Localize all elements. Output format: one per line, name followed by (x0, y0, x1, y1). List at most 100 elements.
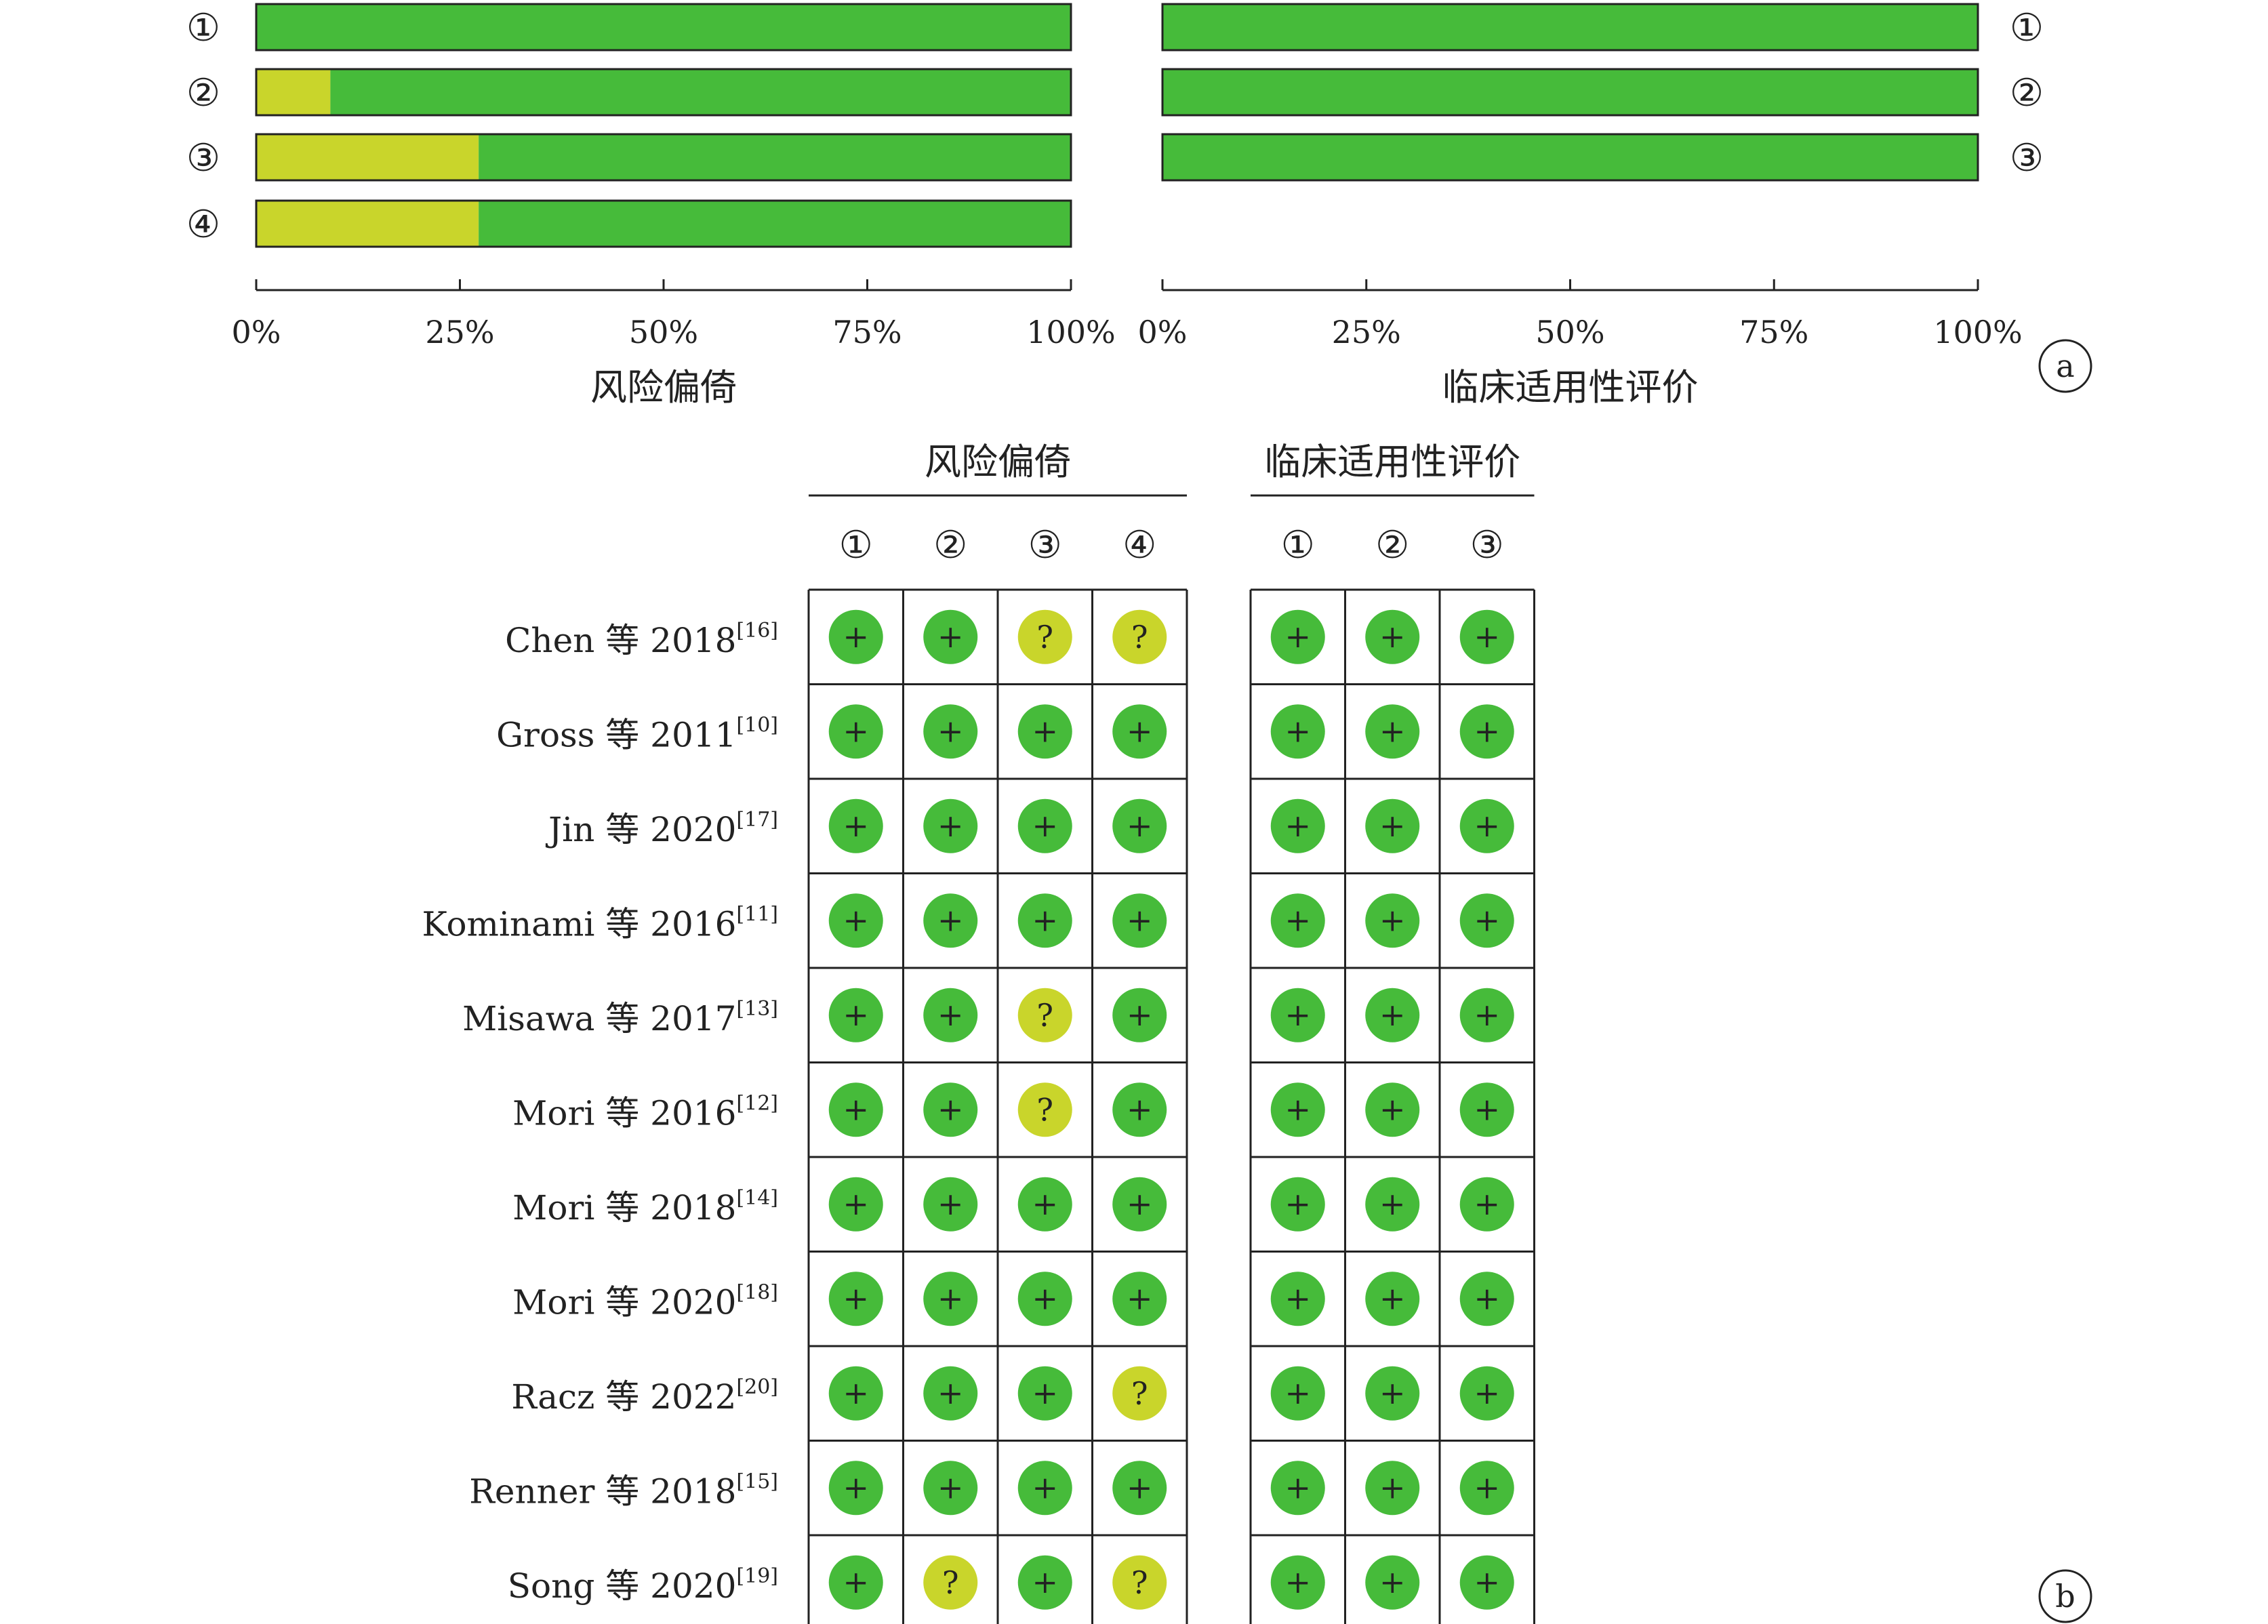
marker-symbol: + (937, 996, 964, 1033)
x-tick-label: 0% (1138, 314, 1188, 350)
marker-symbol: + (937, 1185, 964, 1222)
bar-category-label: ② (2010, 71, 2044, 115)
x-tick-label: 50% (629, 314, 698, 350)
low-risk-marker (1459, 609, 1514, 664)
study-row: Racz 等 2022[20] + + +? + + + (511, 1366, 1514, 1421)
low-risk-marker (1270, 798, 1325, 853)
low-risk-marker (828, 1177, 883, 1232)
bar-segment (1162, 4, 1978, 50)
group-title: 风险偏倚 (925, 441, 1071, 483)
low-risk-marker (1270, 893, 1325, 948)
low-risk-marker (828, 893, 883, 948)
study-name: Misawa 等 2017 (462, 999, 736, 1038)
low-risk-marker (1017, 1555, 1072, 1610)
column-label: ① (1281, 523, 1315, 567)
low-risk-marker (828, 1082, 883, 1137)
study-label: Song 等 2020[19] (508, 1564, 778, 1606)
marker-symbol: + (1474, 712, 1500, 749)
marker-symbol: + (1474, 1091, 1500, 1127)
study-row: Renner 等 2018[15] + + + + + + + (469, 1461, 1514, 1516)
marker-symbol: + (1284, 1280, 1311, 1316)
low-risk-marker (1112, 1177, 1167, 1232)
low-risk-marker (1365, 1555, 1420, 1610)
marker-symbol: + (1474, 807, 1500, 844)
marker-symbol: + (843, 1280, 869, 1316)
low-risk-marker (1459, 1272, 1514, 1326)
low-risk-marker (828, 1272, 883, 1326)
low-risk-marker (923, 1272, 978, 1326)
low-risk-marker (1270, 1272, 1325, 1326)
bar-outline (255, 199, 1072, 248)
marker-symbol: + (1474, 618, 1500, 655)
x-tick-label: 75% (832, 314, 902, 350)
panel-b-study-grid: 风险偏倚 ① ② ③ ④ 临床适用性评价 ① ② ③ Chen 等 2018[16] + +?? + +… (422, 441, 2092, 1624)
study-label: Mori 等 2020[18] (512, 1280, 778, 1322)
study-label: Mori 等 2018[14] (512, 1186, 778, 1227)
study-name: Mori 等 2020 (512, 1282, 736, 1322)
marker-symbol: + (843, 712, 869, 749)
low-risk-marker (1112, 1272, 1167, 1326)
bar-outline (1161, 3, 1979, 52)
marker-symbol: + (1284, 618, 1311, 655)
marker-symbol: ? (1036, 1091, 1053, 1128)
marker-symbol: + (937, 1280, 964, 1316)
marker-symbol: + (1474, 1375, 1500, 1411)
study-reference: [18] (736, 1280, 778, 1304)
panel-a-bar-charts: ① ② ③ ④ 0% 25% 50% 75% 100% 风险偏倚 ① ② ③ 0% 25% 50% 75% 10… (186, 3, 2092, 409)
bar-segment (256, 69, 331, 115)
marker-symbol: + (1127, 901, 1153, 938)
low-risk-marker (1459, 988, 1514, 1042)
marker-symbol: + (843, 1091, 869, 1127)
bar-category-label: ① (186, 6, 220, 50)
bar-outline (1161, 68, 1979, 117)
low-risk-marker (1270, 704, 1325, 759)
low-risk-marker (1459, 893, 1514, 948)
bar-category-label: ④ (186, 203, 220, 247)
bar-segment (256, 134, 479, 180)
bar-segment (256, 4, 1071, 50)
marker-symbol: + (843, 618, 869, 655)
bar-outline (255, 133, 1072, 182)
x-tick-label: 50% (1535, 314, 1604, 350)
panel-b-label-circle (2038, 1569, 2092, 1623)
marker-symbol: ? (1131, 619, 1148, 655)
low-risk-marker (1270, 1082, 1325, 1137)
x-axis-title: 风险偏倚 (590, 366, 737, 409)
marker-symbol: + (1379, 1280, 1406, 1316)
marker-symbol: + (1379, 1469, 1406, 1505)
unclear-risk-marker (1017, 988, 1072, 1042)
marker-symbol: + (1474, 1185, 1500, 1222)
low-risk-marker (923, 893, 978, 948)
low-risk-marker (828, 1555, 883, 1610)
low-risk-marker (1017, 798, 1072, 853)
low-risk-marker (1270, 1461, 1325, 1516)
grid-header: 风险偏倚 ① ② ③ ④ 临床适用性评价 ① ② ③ (807, 441, 1535, 1624)
bar-outline (1161, 133, 1979, 182)
study-reference: [19] (736, 1564, 778, 1588)
study-name: Kominami 等 2016 (422, 904, 736, 943)
low-risk-marker (1270, 609, 1325, 664)
marker-symbol: + (1032, 1185, 1058, 1222)
marker-symbol: + (1032, 1469, 1058, 1505)
low-risk-marker (1270, 1555, 1325, 1610)
marker-symbol: ? (1131, 1564, 1148, 1601)
bar-segment (256, 201, 479, 247)
bar-category-label: ② (186, 71, 220, 115)
unclear-risk-marker (1017, 1082, 1072, 1137)
column-label: ② (933, 523, 967, 567)
low-risk-marker (1365, 609, 1420, 664)
low-risk-marker (1112, 798, 1167, 853)
marker-symbol: + (1127, 1091, 1153, 1127)
study-name: Mori 等 2018 (512, 1188, 736, 1227)
column-label: ④ (1122, 523, 1156, 567)
study-reference: [12] (736, 1091, 778, 1115)
low-risk-marker (1112, 1461, 1167, 1516)
marker-symbol: + (1127, 1185, 1153, 1222)
low-risk-marker (1112, 988, 1167, 1042)
low-risk-marker (1459, 1082, 1514, 1137)
low-risk-marker (1365, 1461, 1420, 1516)
unclear-risk-marker (1112, 1366, 1167, 1421)
group-title: 临床适用性评价 (1264, 441, 1520, 483)
low-risk-marker (1270, 988, 1325, 1042)
low-risk-marker (1365, 1272, 1420, 1326)
